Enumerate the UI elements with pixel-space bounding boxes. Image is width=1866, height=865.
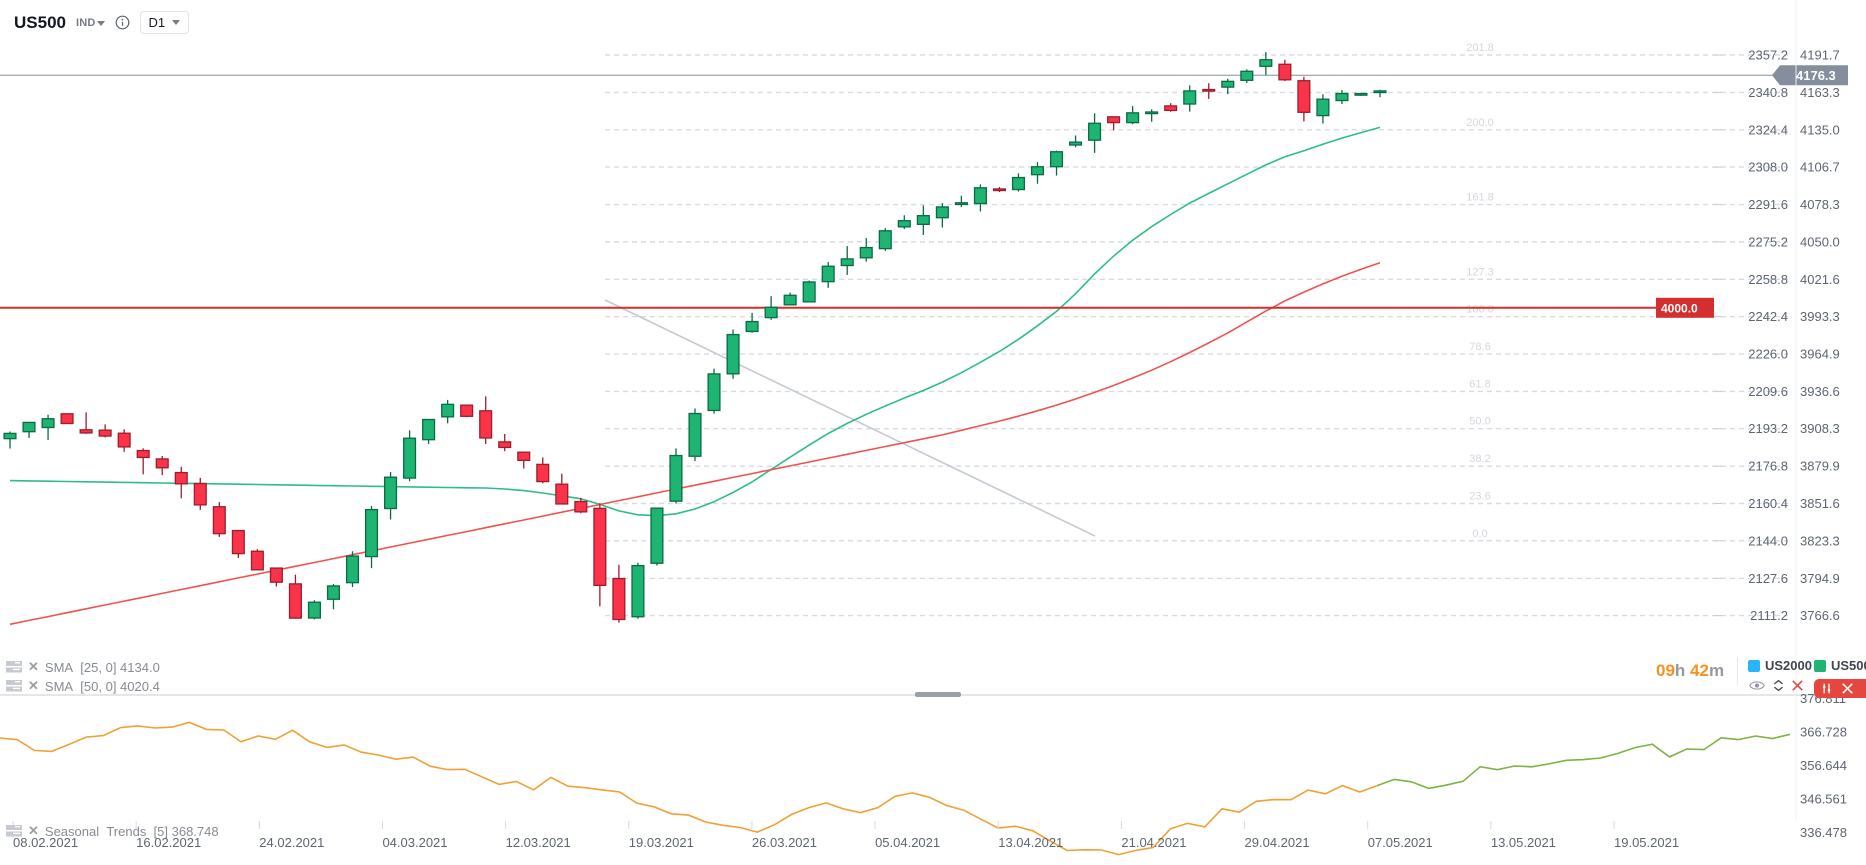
svg-text:4163.3: 4163.3 <box>1800 85 1840 100</box>
svg-text:24.02.2021: 24.02.2021 <box>259 835 324 850</box>
svg-text:346.561: 346.561 <box>1800 792 1847 807</box>
svg-text:3936.6: 3936.6 <box>1800 384 1840 399</box>
svg-text:3993.3: 3993.3 <box>1800 309 1840 324</box>
svg-text:50.0: 50.0 <box>1469 416 1490 428</box>
svg-text:2111.2: 2111.2 <box>1750 608 1788 623</box>
svg-text:2275.2: 2275.2 <box>1748 234 1788 249</box>
svg-text:3879.9: 3879.9 <box>1800 459 1840 474</box>
svg-text:366.728: 366.728 <box>1800 725 1847 740</box>
svg-text:2308.0: 2308.0 <box>1748 160 1788 175</box>
svg-text:4191.7: 4191.7 <box>1800 48 1840 63</box>
svg-text:78.6: 78.6 <box>1469 341 1490 353</box>
svg-text:3823.3: 3823.3 <box>1800 533 1840 548</box>
svg-text:4135.0: 4135.0 <box>1800 122 1840 137</box>
svg-text:23.6: 23.6 <box>1469 491 1490 503</box>
svg-text:4176.3: 4176.3 <box>1796 68 1836 83</box>
svg-text:19.05.2021: 19.05.2021 <box>1614 835 1679 850</box>
svg-text:2291.6: 2291.6 <box>1748 197 1788 212</box>
svg-text:2324.4: 2324.4 <box>1748 122 1788 137</box>
svg-text:3908.3: 3908.3 <box>1800 421 1840 436</box>
svg-text:4050.0: 4050.0 <box>1800 234 1840 249</box>
svg-text:38.2: 38.2 <box>1469 453 1490 465</box>
svg-text:3794.9: 3794.9 <box>1800 571 1840 586</box>
svg-text:336.478: 336.478 <box>1800 825 1847 840</box>
svg-text:127.3: 127.3 <box>1466 266 1494 278</box>
svg-text:19.03.2021: 19.03.2021 <box>629 835 694 850</box>
svg-text:4000.0: 4000.0 <box>1661 301 1698 315</box>
svg-text:26.03.2021: 26.03.2021 <box>752 835 817 850</box>
svg-text:2340.8: 2340.8 <box>1748 85 1788 100</box>
svg-text:61.8: 61.8 <box>1469 378 1490 390</box>
svg-text:3766.6: 3766.6 <box>1800 608 1840 623</box>
svg-text:2242.4: 2242.4 <box>1748 309 1788 324</box>
svg-text:2258.8: 2258.8 <box>1748 272 1788 287</box>
svg-text:12.03.2021: 12.03.2021 <box>506 835 571 850</box>
svg-text:200.0: 200.0 <box>1466 117 1494 129</box>
svg-text:161.8: 161.8 <box>1466 192 1494 204</box>
svg-text:05.04.2021: 05.04.2021 <box>875 835 940 850</box>
svg-text:13.04.2021: 13.04.2021 <box>998 835 1063 850</box>
svg-text:21.04.2021: 21.04.2021 <box>1121 835 1186 850</box>
svg-text:2226.0: 2226.0 <box>1748 347 1788 362</box>
svg-text:04.03.2021: 04.03.2021 <box>382 835 447 850</box>
svg-text:2144.0: 2144.0 <box>1748 533 1788 548</box>
svg-text:0.0: 0.0 <box>1472 528 1487 540</box>
svg-text:2127.6: 2127.6 <box>1748 571 1788 586</box>
svg-text:07.05.2021: 07.05.2021 <box>1368 835 1433 850</box>
svg-text:3964.9: 3964.9 <box>1800 347 1840 362</box>
svg-text:13.05.2021: 13.05.2021 <box>1491 835 1556 850</box>
svg-text:2160.4: 2160.4 <box>1748 496 1788 511</box>
svg-text:2176.8: 2176.8 <box>1748 459 1788 474</box>
svg-text:356.644: 356.644 <box>1800 758 1847 773</box>
svg-text:201.8: 201.8 <box>1466 42 1494 54</box>
svg-text:4106.7: 4106.7 <box>1800 160 1840 175</box>
svg-text:3851.6: 3851.6 <box>1800 496 1840 511</box>
svg-text:100.0: 100.0 <box>1466 304 1494 316</box>
svg-text:4021.6: 4021.6 <box>1800 272 1840 287</box>
svg-text:2209.6: 2209.6 <box>1748 384 1788 399</box>
svg-text:29.04.2021: 29.04.2021 <box>1245 835 1310 850</box>
svg-text:2193.2: 2193.2 <box>1748 421 1788 436</box>
svg-text:2357.2: 2357.2 <box>1748 48 1788 63</box>
svg-text:4078.3: 4078.3 <box>1800 197 1840 212</box>
